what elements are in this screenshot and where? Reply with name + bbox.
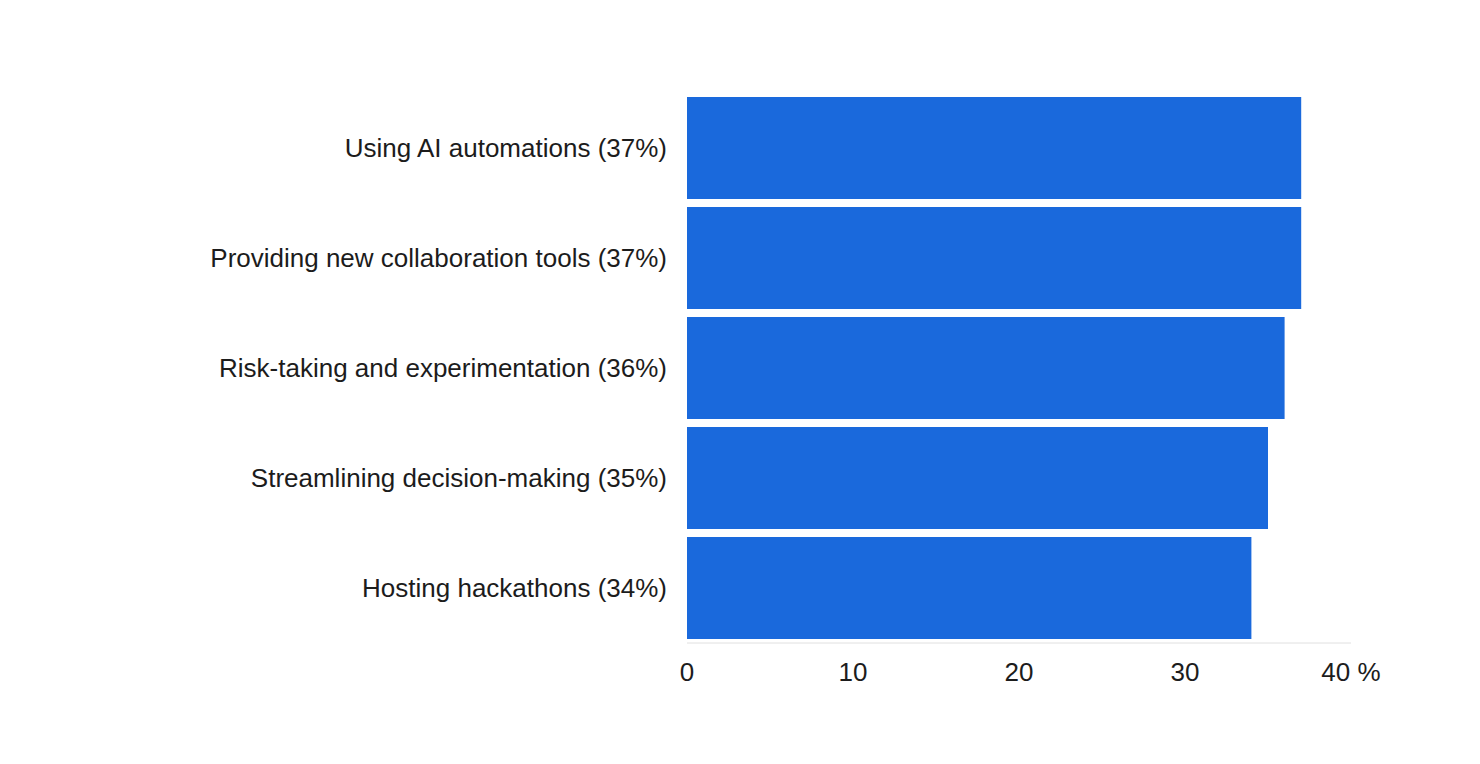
svg-text:40 %: 40 % (1321, 657, 1380, 687)
svg-text:0: 0 (680, 657, 694, 687)
svg-text:10: 10 (839, 657, 868, 687)
svg-text:30: 30 (1171, 657, 1200, 687)
svg-text:Risk-taking and experimentatio: Risk-taking and experimentation (36%) (219, 353, 667, 383)
svg-text:20: 20 (1005, 657, 1034, 687)
svg-text:Hosting hackathons (34%): Hosting hackathons (34%) (362, 573, 667, 603)
svg-text:Streamlining decision-making (: Streamlining decision-making (35%) (251, 463, 667, 493)
svg-text:Providing new collaboration to: Providing new collaboration tools (37%) (210, 243, 667, 273)
svg-text:Using AI automations (37%): Using AI automations (37%) (345, 133, 667, 163)
